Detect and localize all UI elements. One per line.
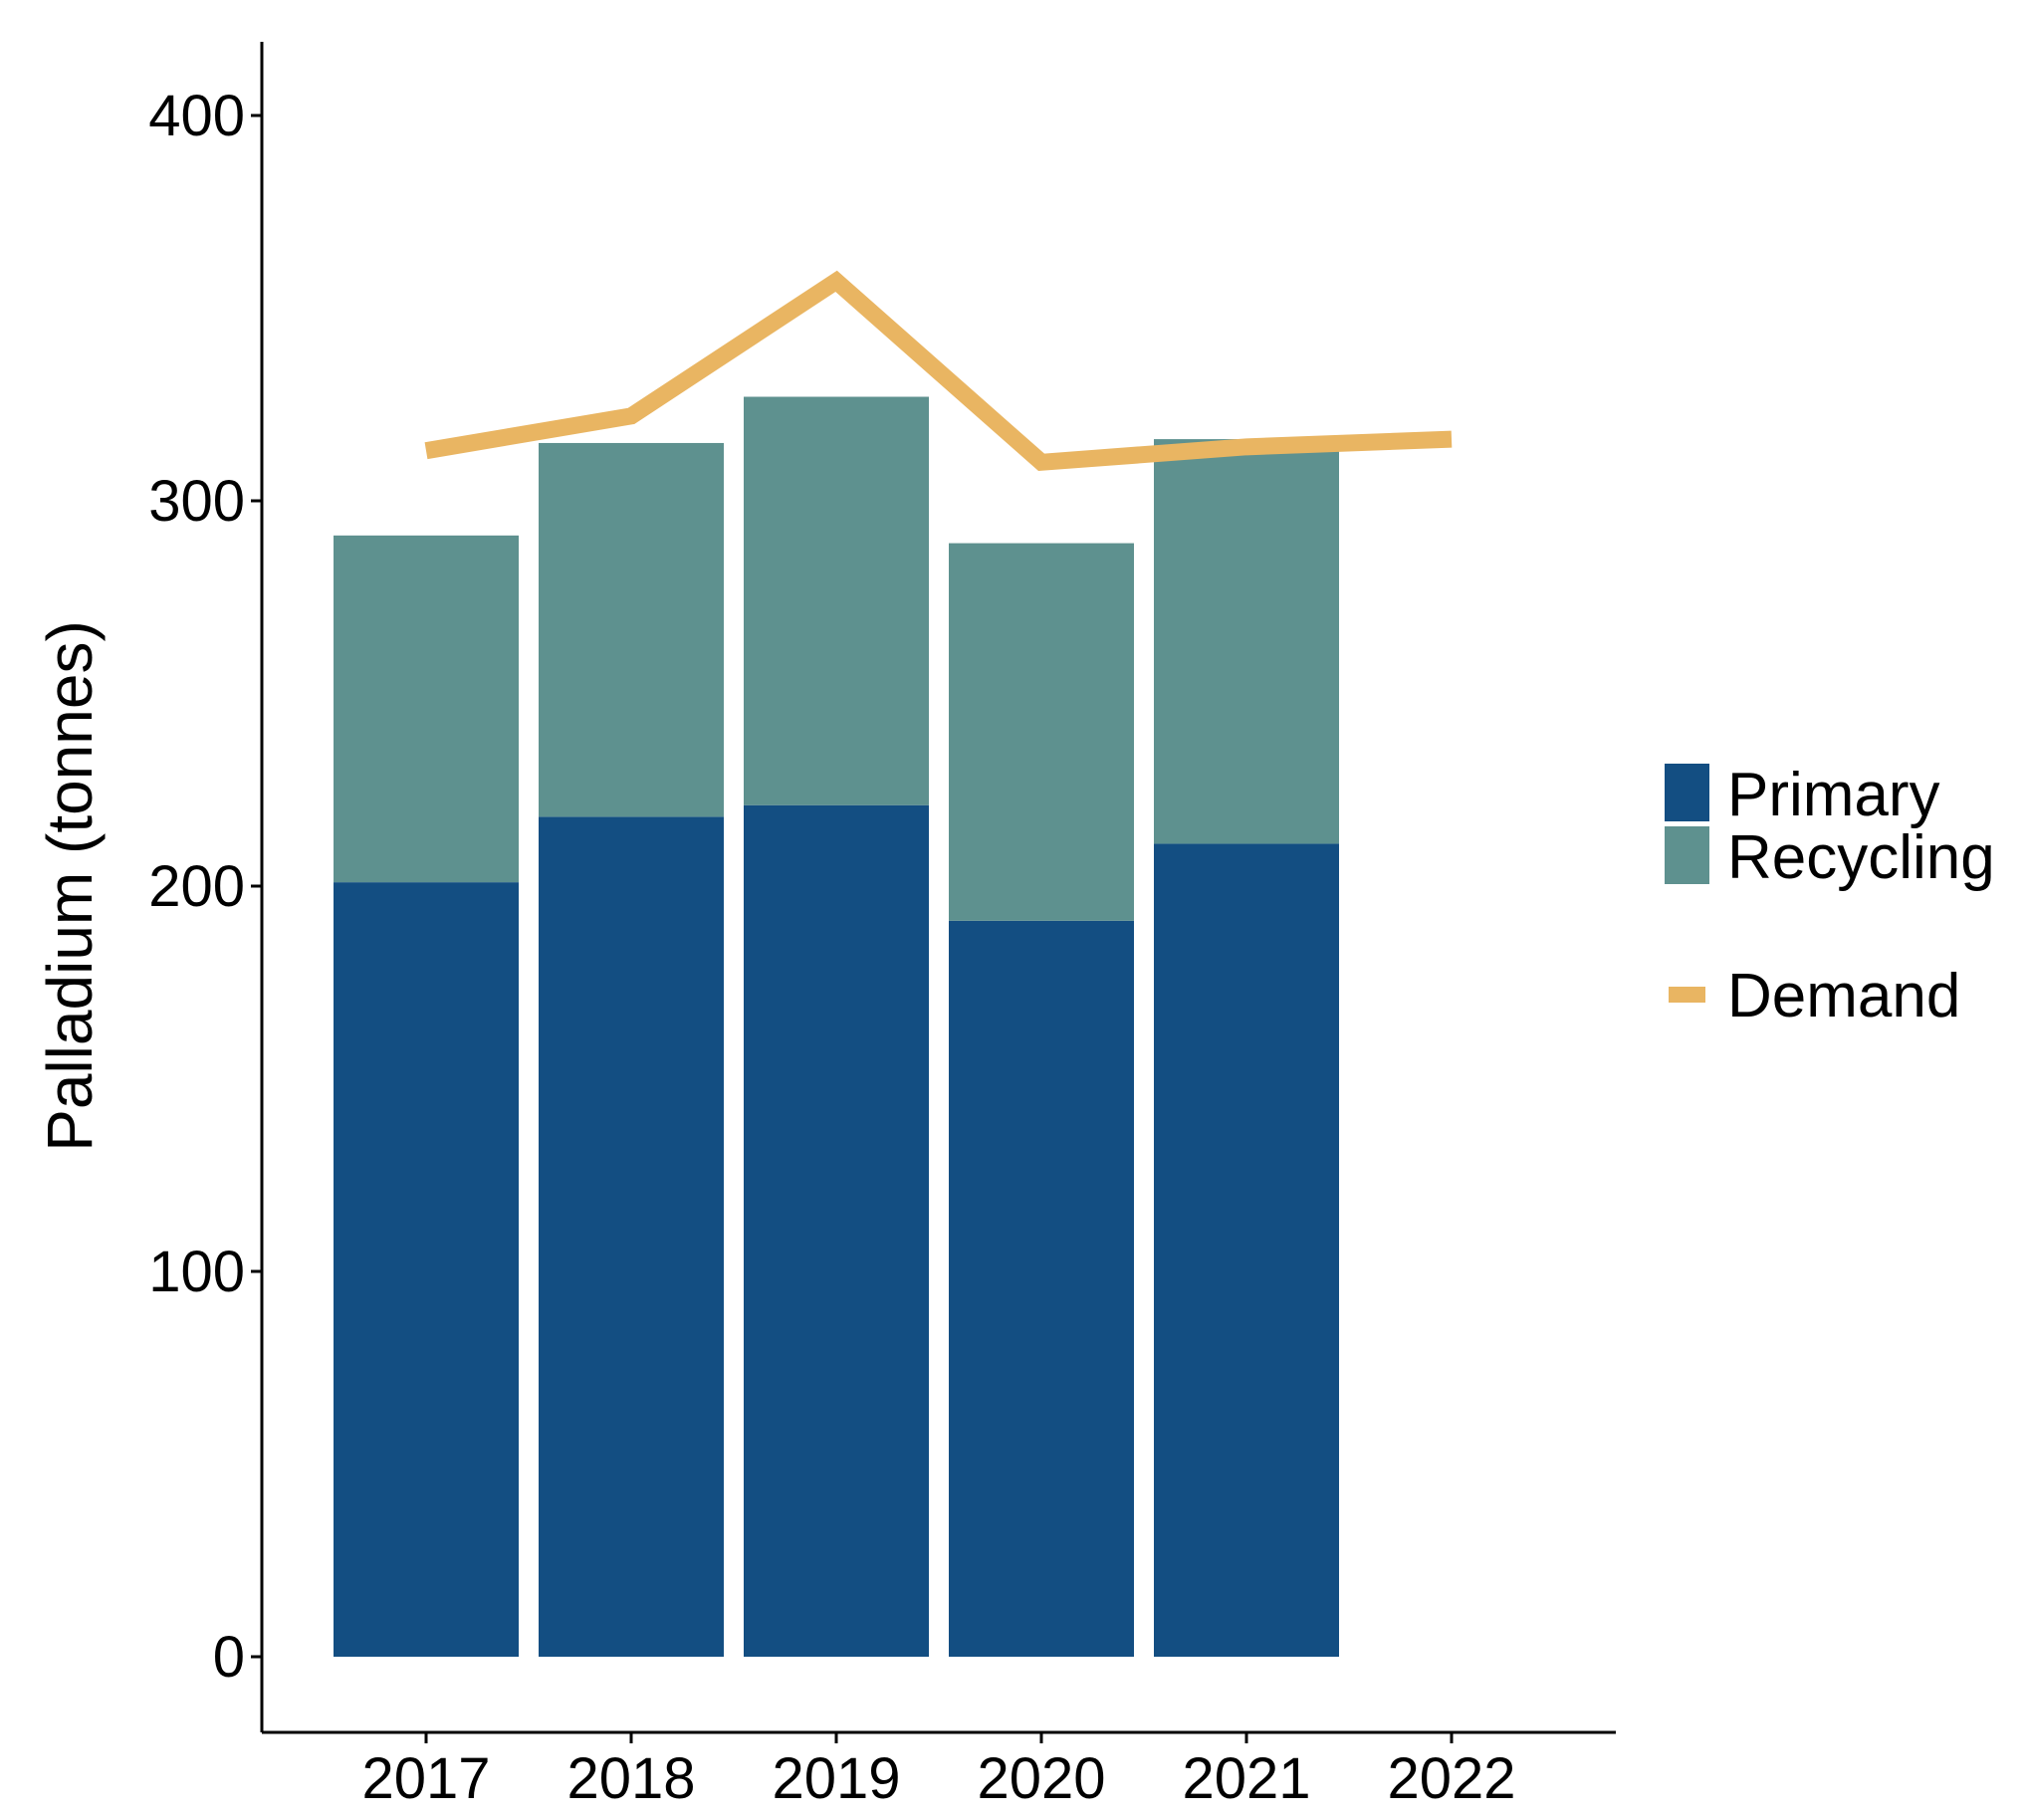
y-tick-label-200: 200 [148,854,245,919]
line-demand [424,270,1453,472]
x-tick-label-2022: 2022 [1387,1746,1515,1811]
bar-primary-2020 [949,920,1134,1657]
x-tick-label-2018: 2018 [566,1746,695,1811]
x-tick-label-2017: 2017 [361,1746,490,1811]
bar-recycling-2017 [334,535,519,883]
y-tick-label-0: 0 [213,1625,245,1690]
bars-layer [334,396,1339,1657]
bar-primary-2021 [1154,843,1339,1657]
x-tick-label-2021: 2021 [1182,1746,1310,1811]
bar-primary-2017 [334,882,519,1657]
bar-recycling-2021 [1154,439,1339,844]
y-tick-label-400: 400 [148,84,245,148]
bar-recycling-2019 [744,396,929,805]
bar-primary-2019 [744,804,929,1657]
legend-label-recycling: Recycling [1727,823,1995,892]
legend-swatch-recycling [1665,826,1709,884]
bar-primary-2018 [539,816,724,1657]
x-tick-label-2019: 2019 [772,1746,900,1811]
ticks: 0 100 200 300 400 2017 2018 2019 2020 2021 2022 [148,84,1515,1811]
legend-label-demand: Demand [1727,962,1960,1030]
legend: Primary Recycling Demand [1665,761,1995,1030]
demand-line-layer [424,270,1453,472]
bar-recycling-2018 [539,442,724,817]
bar-recycling-2020 [949,543,1134,921]
legend-label-primary: Primary [1727,761,1940,829]
y-tick-label-300: 300 [148,469,245,534]
x-tick-label-2020: 2020 [977,1746,1105,1811]
legend-swatch-primary [1665,764,1709,821]
y-tick-label-100: 100 [148,1240,245,1304]
y-axis-title: Palladium (tonnes) [34,620,106,1152]
